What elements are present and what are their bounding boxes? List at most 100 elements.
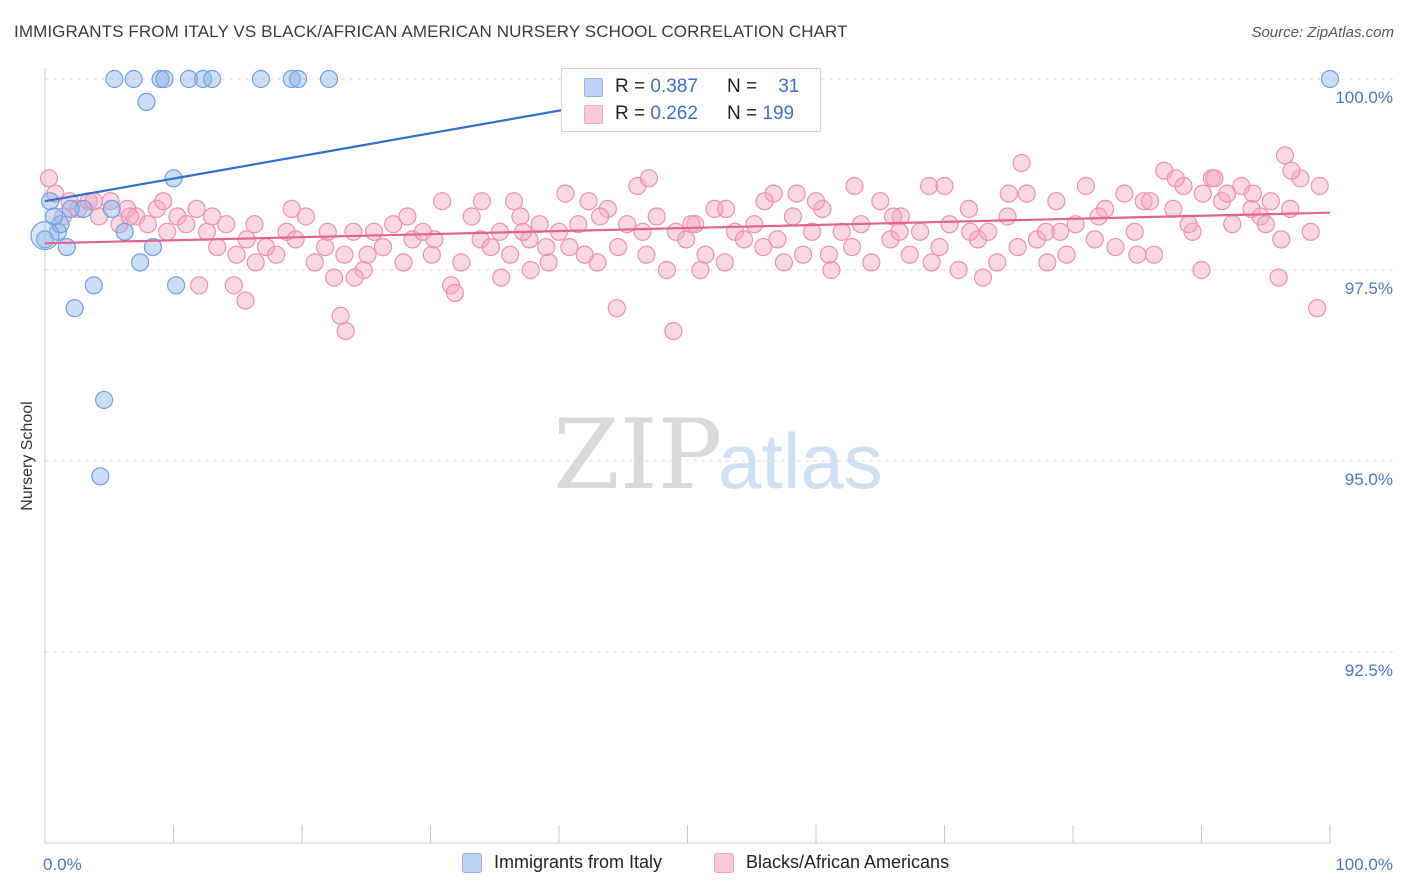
- blacks-point-176: [935, 176, 954, 196]
- blacks-point-103: [1036, 222, 1056, 241]
- italy-point-26: [94, 390, 114, 409]
- italy-point-24: [167, 276, 186, 295]
- blacks-point-181: [1140, 192, 1160, 211]
- italy-point-10: [319, 69, 339, 89]
- blacks-point-142: [236, 291, 255, 310]
- chart-title: IMMIGRANTS FROM ITALY VS BLACK/AFRICAN A…: [14, 22, 848, 41]
- blacks-point-146: [691, 260, 710, 280]
- blacks-point-85: [862, 253, 881, 272]
- blacks-point-122: [1223, 215, 1242, 234]
- blacks-point-119: [1193, 184, 1212, 203]
- legend-item-italy[interactable]: Immigrants from Italy: [462, 852, 662, 873]
- blacks-point-92: [930, 238, 949, 257]
- x-tick-labels: 0.0% 100.0%: [43, 855, 1393, 874]
- blacks-point-72: [734, 230, 754, 249]
- blacks-point-144: [521, 260, 540, 280]
- blacks-point-169: [633, 222, 652, 241]
- blacks-point-117: [1174, 176, 1193, 196]
- italy-point-22: [131, 253, 150, 272]
- series-italy-points: [30, 69, 1340, 486]
- blacks-point-145: [537, 238, 556, 257]
- blacks-point-179: [1051, 222, 1070, 241]
- italy-point-large: [30, 221, 60, 251]
- blacks-point-189: [1179, 215, 1198, 234]
- italy-point-21: [143, 238, 162, 257]
- italy-point-7: [251, 69, 270, 89]
- blacks-point-110: [1106, 238, 1125, 257]
- blacks-point-70: [715, 253, 734, 272]
- blacks-point-93: [940, 215, 959, 234]
- blacks-point-22: [246, 253, 265, 272]
- blacks-point-62: [637, 245, 656, 264]
- blacks-point-56: [579, 192, 598, 211]
- blacks-point-49: [511, 207, 530, 226]
- blacks-point-138: [492, 268, 511, 287]
- blacks-point-83: [842, 238, 862, 257]
- blacks-point-90: [910, 222, 930, 241]
- blacks-point-178: [999, 184, 1018, 203]
- blacks-point-96: [968, 230, 988, 249]
- italy-point-2: [151, 69, 170, 89]
- blacks-point-174: [845, 176, 864, 196]
- italy-point-0: [105, 69, 124, 89]
- blacks-point-52: [539, 253, 558, 272]
- blacks-point-105: [1057, 245, 1076, 264]
- blacks-point-51: [530, 215, 549, 234]
- blacks-point-45: [471, 230, 490, 249]
- blacks-point-43: [452, 253, 471, 272]
- legend-item-blacks[interactable]: Blacks/African Americans: [714, 852, 949, 873]
- italy-point-25: [65, 299, 84, 318]
- italy-point-4: [179, 69, 198, 89]
- blacks-point-162: [358, 245, 377, 264]
- blacks-point-154: [1308, 299, 1327, 318]
- blacks-point-126: [1261, 192, 1281, 211]
- legend-row-blacks: R = 0.262 N = 199: [584, 102, 794, 126]
- blacks-point-193: [639, 169, 659, 188]
- blacks-point-185: [1275, 146, 1295, 165]
- legend-row-italy: R = 0.387 N = 31: [584, 75, 799, 99]
- blacks-point-31: [335, 245, 354, 264]
- blacks-point-91: [919, 176, 939, 196]
- blacks-point-148: [922, 253, 941, 272]
- blacks-point-55: [569, 215, 588, 234]
- italy-point-11: [137, 92, 156, 112]
- blacks-point-165: [472, 192, 491, 211]
- blacks-point-131: [1310, 176, 1329, 196]
- blacks-point-141: [224, 276, 243, 295]
- blacks-point-77: [783, 207, 803, 226]
- blacks-point-130: [1301, 222, 1320, 241]
- y-tick-label-1: 97.5%: [1345, 279, 1393, 298]
- italy-point-15: [74, 199, 93, 218]
- blacks-point-134: [664, 322, 683, 341]
- blacks-point-24: [267, 245, 286, 264]
- blacks-point-63: [647, 207, 666, 226]
- watermark-zip: ZIP: [553, 399, 722, 511]
- y-tick-labels: 100.0% 97.5% 95.0% 92.5%: [1335, 88, 1393, 680]
- blacks-point-66: [677, 230, 696, 249]
- blacks-point-46: [481, 238, 500, 257]
- blacks-point-116: [1164, 199, 1183, 218]
- blacks-point-89: [900, 245, 919, 264]
- italy-point-3: [155, 69, 174, 89]
- legend-swatch-italy: [584, 77, 603, 97]
- x-tick-label-1: 100.0%: [1335, 855, 1393, 874]
- blacks-point-34: [364, 222, 384, 241]
- italy-point-6: [203, 69, 222, 89]
- blacks-point-149: [973, 268, 993, 287]
- blacks-point-163: [398, 207, 417, 226]
- blacks-point-36: [384, 215, 403, 234]
- blacks-point-35: [373, 238, 393, 257]
- blacks-point-104: [1047, 192, 1066, 211]
- italy-point-28: [61, 199, 80, 218]
- blacks-point-187: [1256, 215, 1275, 234]
- blacks-point-172: [768, 230, 787, 249]
- blacks-point-177: [961, 222, 980, 241]
- blacks-point-183: [1205, 169, 1224, 188]
- blacks-point-186: [1282, 161, 1301, 180]
- blacks-point-140: [190, 276, 209, 295]
- blacks-point-17: [197, 222, 216, 241]
- blacks-point-127: [1272, 230, 1291, 249]
- blacks-point-30: [325, 268, 344, 287]
- blacks-point-79: [802, 222, 822, 241]
- blacks-point-94: [949, 260, 968, 280]
